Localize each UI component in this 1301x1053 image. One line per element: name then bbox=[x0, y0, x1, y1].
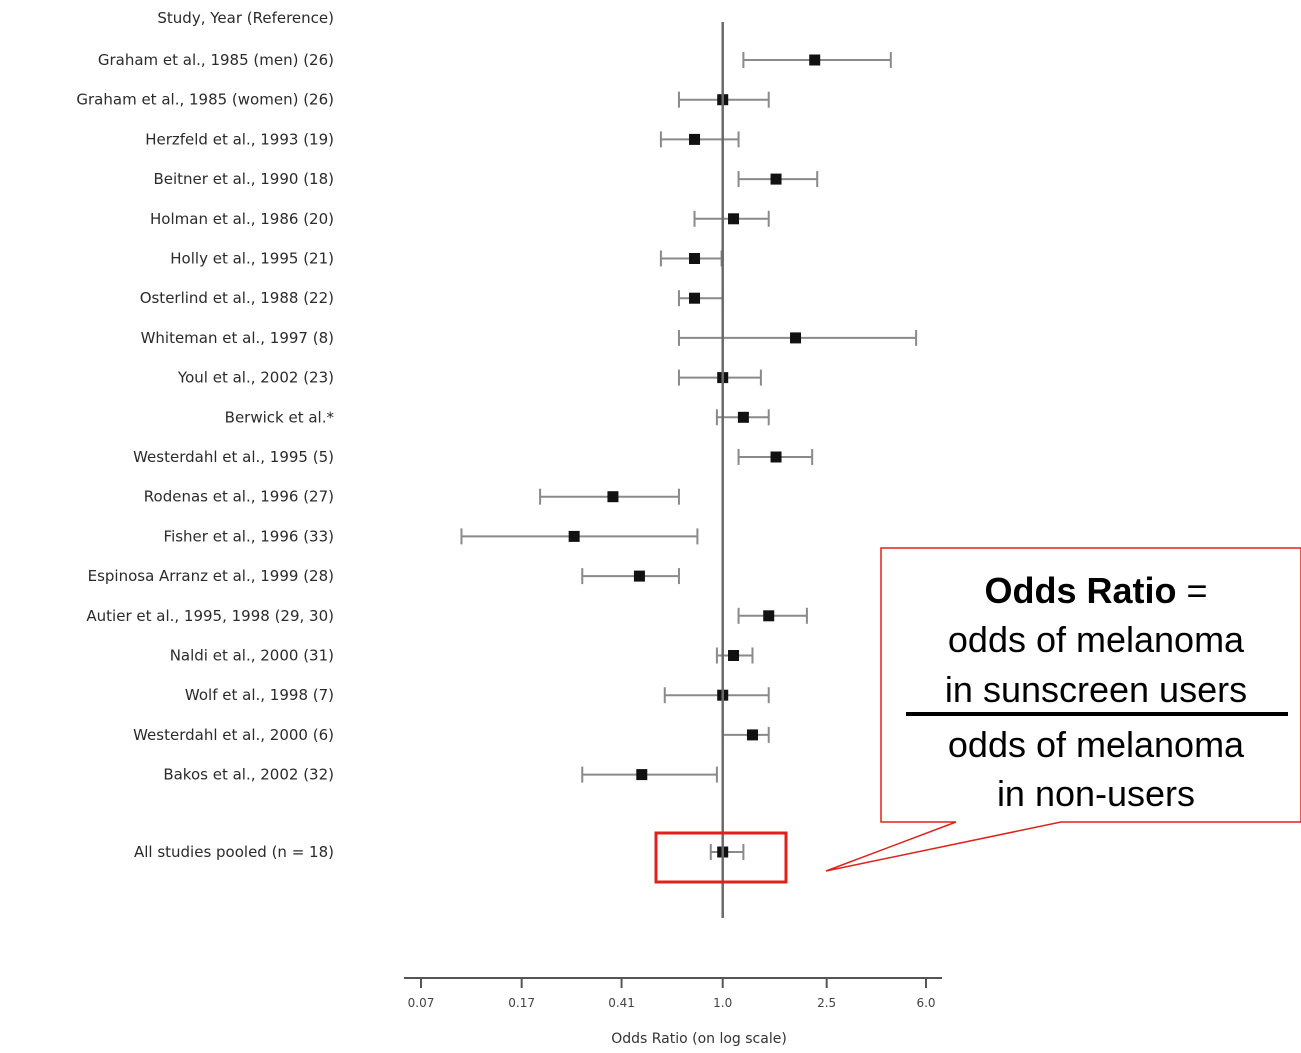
estimate-marker bbox=[568, 530, 580, 542]
estimate-marker bbox=[763, 610, 775, 622]
study-label: Holman et al., 1986 (20) bbox=[150, 210, 334, 228]
study-label: Osterlind et al., 1988 (22) bbox=[140, 289, 334, 307]
callout-denominator: in non-users bbox=[997, 773, 1195, 814]
estimate-marker bbox=[636, 769, 648, 781]
callout-equals: = bbox=[1176, 570, 1207, 611]
callout-title-bold: Odds Ratio bbox=[984, 570, 1176, 611]
estimate-marker bbox=[737, 411, 749, 423]
estimate-marker bbox=[633, 570, 645, 582]
x-tick-label: 0.17 bbox=[508, 996, 535, 1010]
pooled-highlight-box bbox=[654, 831, 788, 884]
odds-ratio-callout: Odds Ratio = odds of melanoma in sunscreen… bbox=[654, 547, 1301, 884]
study-label: Graham et al., 1985 (women) (26) bbox=[76, 91, 334, 109]
x-tick-label: 0.41 bbox=[608, 996, 635, 1010]
callout-title: Odds Ratio = bbox=[984, 570, 1207, 611]
study-label: Westerdahl et al., 1995 (5) bbox=[133, 448, 334, 466]
x-tick-label: 0.07 bbox=[408, 996, 435, 1010]
study-label: Fisher et al., 1996 (33) bbox=[164, 527, 334, 545]
x-axis: 0.07 0.17 0.41 1.0 2.5 6.0 Odds Ratio (on log … bbox=[404, 977, 942, 1047]
x-axis-title: Odds Ratio (on log scale) bbox=[611, 1031, 787, 1047]
callout-bubble bbox=[825, 547, 1301, 872]
estimate-marker bbox=[770, 173, 782, 185]
x-tick-label: 2.5 bbox=[817, 996, 836, 1010]
estimate-marker bbox=[790, 332, 802, 344]
x-tick-label: 6.0 bbox=[916, 996, 935, 1010]
estimate-marker bbox=[728, 213, 740, 225]
study-label: Autier et al., 1995, 1998 (29, 30) bbox=[86, 607, 334, 625]
callout-numerator: odds of melanoma bbox=[948, 619, 1245, 660]
estimate-marker bbox=[689, 133, 701, 145]
study-label: Berwick et al.* bbox=[225, 408, 335, 426]
study-label: Youl et al., 2002 (23) bbox=[177, 369, 334, 387]
study-label: Whiteman et al., 1997 (8) bbox=[141, 329, 334, 347]
study-label: Graham et al., 1985 (men) (26) bbox=[98, 51, 334, 69]
study-label: Herzfeld et al., 1993 (19) bbox=[145, 130, 334, 148]
estimate-marker bbox=[607, 491, 619, 503]
study-label: Wolf et al., 1998 (7) bbox=[185, 686, 334, 704]
callout-numerator: in sunscreen users bbox=[945, 669, 1247, 710]
estimate-marker bbox=[728, 650, 740, 661]
estimate-marker bbox=[770, 451, 782, 463]
study-label: Holly et al., 1995 (21) bbox=[170, 250, 334, 268]
study-rows: Graham et al., 1985 (men) (26) Graham et … bbox=[76, 51, 918, 861]
pooled-label: All studies pooled (n = 18) bbox=[134, 843, 334, 861]
study-label: Rodenas et al., 1996 (27) bbox=[144, 488, 334, 506]
estimate-marker bbox=[746, 729, 758, 741]
study-label: Westerdahl et al., 2000 (6) bbox=[133, 726, 334, 744]
callout-denominator: odds of melanoma bbox=[948, 724, 1245, 765]
study-label: Espinosa Arranz et al., 1999 (28) bbox=[88, 567, 334, 585]
estimate-marker bbox=[689, 253, 701, 264]
estimate-marker bbox=[689, 292, 701, 304]
study-label: Beitner et al., 1990 (18) bbox=[153, 170, 334, 188]
study-label: Naldi et al., 2000 (31) bbox=[170, 647, 334, 665]
column-header: Study, Year (Reference) bbox=[157, 9, 334, 27]
x-tick-label: 1.0 bbox=[713, 996, 732, 1010]
study-label: Bakos et al., 2002 (32) bbox=[163, 766, 334, 784]
estimate-marker bbox=[809, 54, 821, 66]
